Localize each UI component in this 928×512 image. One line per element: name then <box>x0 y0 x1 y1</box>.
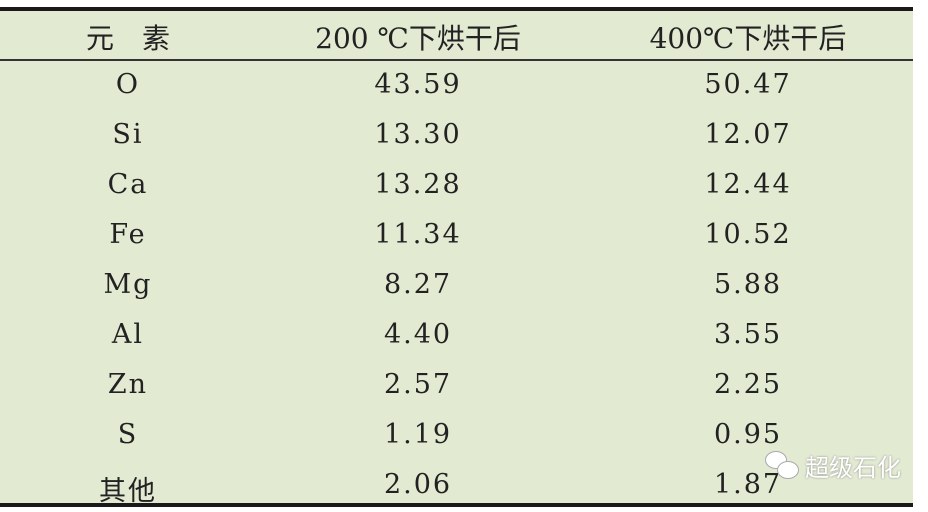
watermark-text: 超级石化 <box>805 454 901 482</box>
wechat-icon <box>765 450 799 481</box>
header-400c: 400℃下烘干后 <box>649 22 847 55</box>
cell-element: Ca <box>107 169 149 200</box>
header-element: 元 素 <box>85 22 171 55</box>
table-row: Mg 8.27 5.88 <box>0 261 913 311</box>
cell-element: Zn <box>107 369 149 400</box>
watermark: 超级石化 <box>765 448 901 483</box>
cell-400c: 0.95 <box>713 419 783 450</box>
table-row: Al 4.40 3.55 <box>0 311 913 361</box>
cell-200c: 1.19 <box>383 419 453 450</box>
table-row: Fe 11.34 10.52 <box>0 211 913 261</box>
cell-400c: 12.44 <box>704 169 792 200</box>
cell-400c: 3.55 <box>713 319 783 350</box>
cell-200c: 13.28 <box>374 169 462 200</box>
table-row: Si 13.30 12.07 <box>0 111 913 161</box>
cell-200c: 43.59 <box>374 69 462 100</box>
cell-element: S <box>117 419 139 450</box>
cell-element: O <box>115 69 141 100</box>
table-row: Ca 13.28 12.44 <box>0 161 913 211</box>
table-row: O 43.59 50.47 <box>0 61 913 111</box>
header-200c: 200 ℃下烘干后 <box>315 22 521 55</box>
cell-400c: 10.52 <box>704 219 792 250</box>
cell-200c: 8.27 <box>383 269 453 300</box>
table-row: 其他 2.06 1.87 <box>0 461 913 511</box>
element-composition-table: 元 素 200 ℃下烘干后 400℃下烘干后 O 43.59 50.47 Si 13.3… <box>0 7 913 507</box>
cell-200c: 11.34 <box>374 219 462 250</box>
cell-400c: 12.07 <box>704 119 792 150</box>
cell-200c: 13.30 <box>374 119 462 150</box>
cell-400c: 1.87 <box>713 469 783 500</box>
cell-200c: 2.57 <box>383 369 453 400</box>
cell-element: 其他 <box>99 476 157 507</box>
cell-element: Mg <box>103 269 153 300</box>
cell-200c: 4.40 <box>383 319 453 350</box>
cell-400c: 2.25 <box>713 369 783 400</box>
table-header: 元 素 200 ℃下烘干后 400℃下烘干后 <box>0 11 913 61</box>
cell-400c: 5.88 <box>713 269 783 300</box>
cell-element: Si <box>112 119 144 150</box>
cell-element: Fe <box>109 219 147 250</box>
table-row: Zn 2.57 2.25 <box>0 361 913 411</box>
cell-400c: 50.47 <box>704 69 792 100</box>
cell-element: Al <box>111 319 145 350</box>
cell-200c: 2.06 <box>383 469 453 500</box>
table-row: S 1.19 0.95 <box>0 411 913 461</box>
